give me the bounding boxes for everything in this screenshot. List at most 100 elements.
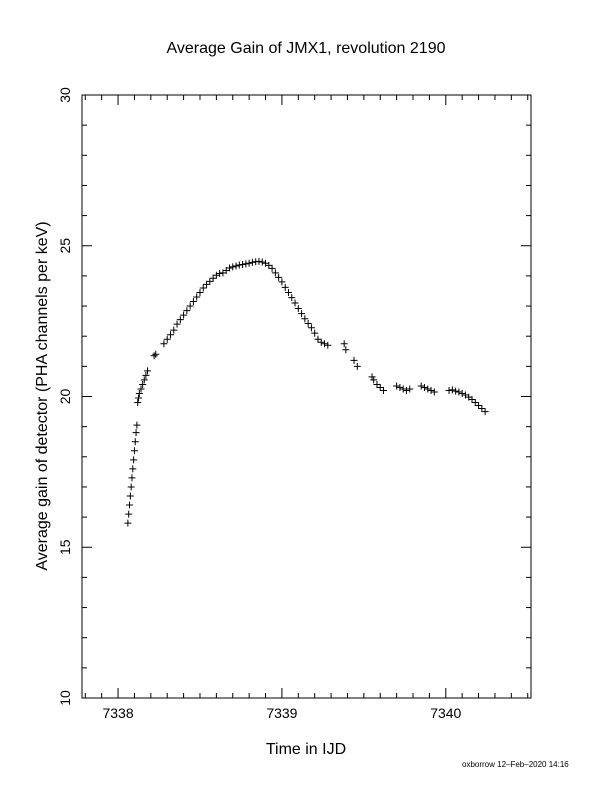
data-point <box>370 376 378 384</box>
data-point <box>144 367 152 375</box>
data-point <box>242 260 250 268</box>
data-point <box>452 387 460 395</box>
data-point <box>353 362 361 370</box>
data-point <box>478 405 486 413</box>
data-point <box>132 429 140 437</box>
data-point <box>216 269 224 277</box>
data-point <box>288 294 296 302</box>
data-point <box>255 257 263 265</box>
data-point <box>124 519 132 527</box>
data-point <box>368 373 376 381</box>
data-point <box>399 385 407 393</box>
data-point <box>140 376 148 384</box>
data-point <box>225 264 233 272</box>
data-point <box>186 302 194 310</box>
data-point <box>350 356 358 364</box>
data-point <box>311 329 319 337</box>
data-point <box>340 340 348 348</box>
data-point <box>376 383 384 391</box>
x-tick-label: 7339 <box>266 705 297 721</box>
data-point <box>127 483 135 491</box>
data-point <box>183 307 191 315</box>
data-point <box>135 389 143 397</box>
footer-credit: oxborrow 12–Feb–2020 14:16 <box>462 760 569 769</box>
y-tick-label: 20 <box>57 389 73 405</box>
data-point <box>468 396 476 404</box>
data-point <box>125 510 133 518</box>
data-point <box>324 341 332 349</box>
data-point <box>166 331 174 339</box>
plot-frame <box>81 94 532 699</box>
data-point <box>481 408 489 416</box>
y-tick-label: 25 <box>57 238 73 254</box>
data-point <box>268 264 276 272</box>
data-point <box>133 421 141 429</box>
data-point <box>163 335 171 343</box>
data-point <box>245 259 253 267</box>
data-point <box>301 315 309 323</box>
data-point <box>130 447 138 455</box>
data-point <box>373 380 381 388</box>
data-point <box>271 269 279 277</box>
axis-ticks <box>82 94 531 699</box>
data-point <box>142 371 150 379</box>
data-point <box>139 380 147 388</box>
data-point <box>471 399 479 407</box>
data-point <box>281 283 289 291</box>
data-point <box>232 262 240 270</box>
data-point <box>229 263 237 271</box>
data-points <box>124 257 489 527</box>
data-point <box>314 335 322 343</box>
data-point <box>424 385 432 393</box>
data-point <box>180 311 188 319</box>
x-tick-label: 7338 <box>102 705 133 721</box>
data-point <box>406 385 414 393</box>
data-point <box>129 465 137 473</box>
data-point <box>173 320 181 328</box>
data-point <box>160 340 168 348</box>
data-point <box>176 316 184 324</box>
y-tick-label: 30 <box>57 87 73 103</box>
data-point <box>284 288 292 296</box>
data-point <box>427 386 435 394</box>
data-point <box>307 324 315 332</box>
data-point <box>402 386 410 394</box>
data-point <box>298 310 306 318</box>
data-point <box>430 388 438 396</box>
y-tick-label: 10 <box>57 690 73 706</box>
data-point <box>291 299 299 307</box>
data-point <box>275 273 283 281</box>
data-point <box>393 382 401 390</box>
data-point <box>209 274 217 282</box>
data-point <box>196 288 204 296</box>
y-axis-label: Average gain of detector (PHA channels p… <box>34 221 51 570</box>
data-point <box>458 389 466 397</box>
x-tick-label: 7340 <box>430 705 461 721</box>
data-point <box>278 278 286 286</box>
data-point <box>126 492 134 500</box>
data-point <box>417 382 425 390</box>
data-point <box>445 386 453 394</box>
data-point <box>420 383 428 391</box>
data-point <box>199 284 207 292</box>
axis-tick-labels: 7338 7339 7340 10 15 20 25 30 <box>57 87 462 721</box>
data-point <box>455 388 463 396</box>
chart-title: Average Gain of JMX1, revolution 2190 <box>167 40 446 57</box>
data-point <box>342 346 350 354</box>
data-point <box>135 394 143 402</box>
data-point <box>128 474 136 482</box>
data-point <box>294 304 302 312</box>
data-point <box>380 386 388 394</box>
data-point <box>203 280 211 288</box>
y-tick-label: 15 <box>57 539 73 555</box>
data-point <box>239 260 247 268</box>
data-point <box>170 326 178 334</box>
data-point <box>235 261 243 269</box>
data-point <box>396 383 404 391</box>
data-point <box>265 261 273 269</box>
data-point <box>131 438 139 446</box>
data-point <box>206 277 214 285</box>
data-point <box>475 402 483 410</box>
data-point <box>258 258 266 266</box>
